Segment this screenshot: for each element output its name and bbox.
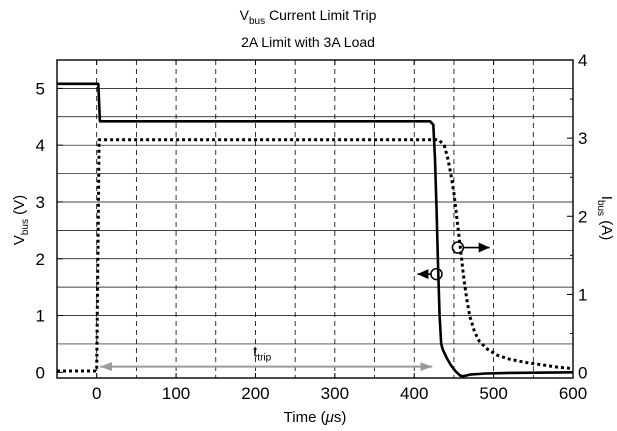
y-left-tick-label: 0	[36, 363, 45, 382]
chart-subtitle: 2A Limit with 3A Load	[241, 34, 375, 50]
x-tick-label: 300	[321, 384, 349, 403]
grid-layer	[57, 60, 573, 378]
y-axis-left-label: Vbus (V)	[11, 195, 31, 245]
y-left-tick-label: 4	[36, 136, 45, 155]
y-axis-right-label: Ibus (A)	[595, 196, 615, 240]
y-left-tick-label: 1	[36, 307, 45, 326]
x-tick-label: 100	[162, 384, 190, 403]
y-left-tick-label: 5	[36, 79, 45, 98]
x-tick-label: 0	[92, 384, 101, 403]
x-tick-label: 400	[400, 384, 428, 403]
x-tick-label: 600	[559, 384, 587, 403]
y-right-tick-label: 1	[578, 285, 587, 304]
right-axis-indicator-circle	[451, 241, 465, 254]
y-right-tick-label: 3	[578, 129, 587, 148]
tick-marks	[57, 59, 574, 378]
chart-title-group: Vbus Current Limit Trip 2A Limit with 3A…	[240, 7, 377, 50]
y-right-tick-label: 2	[578, 207, 587, 226]
y-right-tick-label: 0	[578, 364, 587, 383]
y-left-tick-label: 2	[36, 250, 45, 269]
x-tick-label: 500	[479, 384, 507, 403]
series-layer	[57, 82, 574, 378]
plot-frame	[56, 59, 574, 379]
left-axis-indicator-circle	[430, 267, 443, 281]
chart-title: Vbus Current Limit Trip	[240, 7, 377, 27]
trip-time-label: ttrip	[253, 344, 272, 364]
y-right-tick-label: 4	[578, 51, 587, 70]
annotation-layer: ttrip	[100, 241, 490, 372]
x-axis-label: Time (μs)	[284, 409, 347, 426]
y-left-tick-label: 3	[36, 193, 45, 212]
x-tick-label: 200	[241, 384, 269, 403]
vbus-voltage-line	[57, 82, 574, 378]
ibus-current-line	[57, 138, 574, 373]
